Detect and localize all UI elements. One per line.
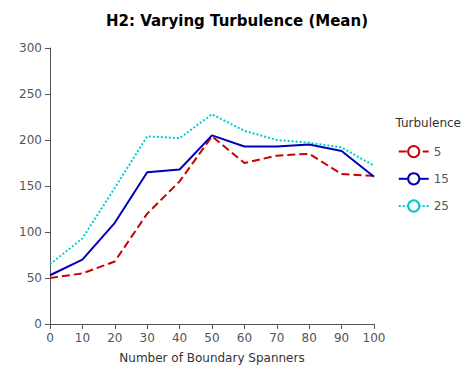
svg-text:60: 60 [237, 331, 252, 345]
svg-text:90: 90 [334, 331, 349, 345]
svg-text:15: 15 [434, 172, 449, 186]
svg-text:H2: Varying Turbulence (Mean): H2: Varying Turbulence (Mean) [106, 12, 368, 30]
svg-text:250: 250 [19, 87, 42, 101]
svg-text:Turbulence: Turbulence [394, 116, 461, 130]
svg-text:200: 200 [19, 133, 42, 147]
svg-text:5: 5 [434, 145, 442, 159]
svg-text:0: 0 [46, 331, 54, 345]
svg-text:70: 70 [269, 331, 284, 345]
svg-text:100: 100 [19, 225, 42, 239]
svg-text:40: 40 [172, 331, 187, 345]
svg-text:50: 50 [204, 331, 219, 345]
svg-text:150: 150 [19, 179, 42, 193]
svg-text:30: 30 [140, 331, 155, 345]
svg-text:100: 100 [363, 331, 386, 345]
svg-text:80: 80 [302, 331, 317, 345]
svg-text:Number of Boundary Spanners: Number of Boundary Spanners [119, 351, 304, 365]
svg-text:10: 10 [75, 331, 90, 345]
svg-text:50: 50 [27, 271, 42, 285]
svg-text:25: 25 [434, 199, 449, 213]
svg-text:0: 0 [34, 317, 42, 331]
svg-text:20: 20 [107, 331, 122, 345]
svg-text:300: 300 [19, 41, 42, 55]
